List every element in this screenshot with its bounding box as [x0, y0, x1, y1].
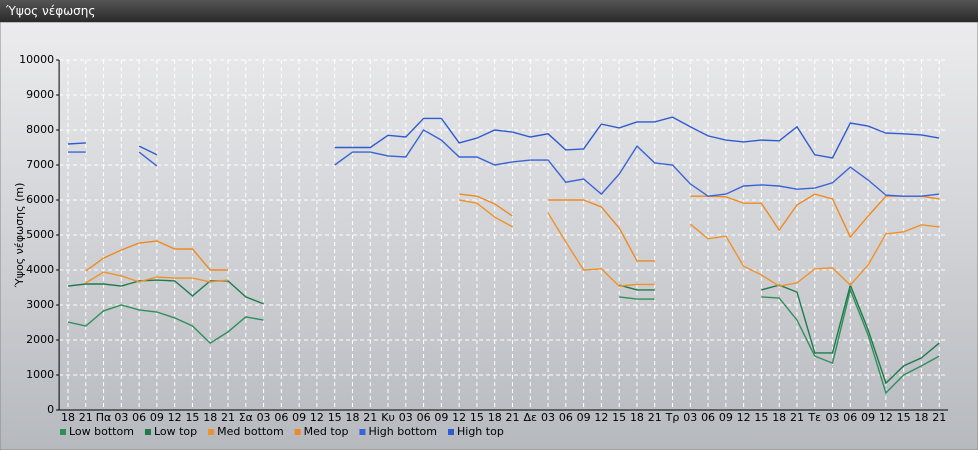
legend-label: Low top	[154, 425, 197, 438]
y-axis-label: Ύψος νέφωσης (m)	[13, 183, 26, 289]
legend-swatch	[208, 429, 215, 435]
legend-swatch	[359, 429, 366, 435]
x-tick-label: 03	[541, 411, 555, 424]
x-tick-label: 18	[61, 411, 75, 424]
legend-label: Med top	[304, 425, 349, 438]
legend-label: Med bottom	[217, 425, 284, 438]
x-tick-label: 18	[914, 411, 928, 424]
y-tick-label: 2000	[26, 333, 54, 346]
y-tick-label: 0	[47, 403, 54, 416]
x-tick-label: 06	[274, 411, 288, 424]
x-tick-label: Κυ	[381, 411, 395, 424]
legend-swatch	[294, 429, 301, 435]
x-tick-label: 12	[452, 411, 466, 424]
x-tick-label: 15	[612, 411, 626, 424]
x-tick-label: 21	[505, 411, 519, 424]
y-tick-label: 10000	[19, 53, 54, 66]
x-tick-label: 03	[399, 411, 413, 424]
x-tick-label: 09	[861, 411, 875, 424]
legend-label: High top	[457, 425, 504, 438]
x-tick-label: 12	[168, 411, 182, 424]
series-line	[85, 199, 940, 287]
legend-label: High bottom	[368, 425, 437, 438]
x-tick-label: 03	[683, 411, 697, 424]
y-tick-label: 9000	[26, 88, 54, 101]
x-tick-label: 18	[345, 411, 359, 424]
x-tick-label: 12	[879, 411, 893, 424]
x-tick-label: 09	[434, 411, 448, 424]
x-tick-label: 15	[470, 411, 484, 424]
x-tick-label: 09	[150, 411, 164, 424]
x-tick-label: 18	[772, 411, 786, 424]
x-tick-label: 03	[257, 411, 271, 424]
y-tick-label: 4000	[26, 263, 54, 276]
x-tick-label: 15	[185, 411, 199, 424]
window-title: Ύψος νέφωσης	[0, 0, 978, 22]
x-tick-label: Τρ	[665, 411, 680, 424]
legend-swatch	[60, 429, 66, 435]
legend-swatch	[144, 429, 151, 435]
y-tick-label: 6000	[26, 193, 54, 206]
x-tick-label: Σα	[239, 411, 253, 424]
series-line	[67, 287, 940, 395]
y-tick-label: 8000	[26, 123, 54, 136]
x-tick-label: 06	[132, 411, 146, 424]
x-tick-label: 06	[417, 411, 431, 424]
y-tick-label: 3000	[26, 298, 54, 311]
x-tick-label: 21	[648, 411, 662, 424]
x-tick-label: 03	[826, 411, 840, 424]
x-tick-label: 21	[363, 411, 377, 424]
x-tick-label: Δε	[524, 411, 538, 424]
x-tick-label: 12	[310, 411, 324, 424]
x-tick-label: 03	[114, 411, 128, 424]
x-tick-label: 12	[594, 411, 608, 424]
x-tick-label: 09	[577, 411, 591, 424]
x-tick-label: 21	[790, 411, 804, 424]
x-tick-label: 21	[932, 411, 946, 424]
x-tick-label: 18	[488, 411, 502, 424]
y-tick-label: 1000	[26, 368, 54, 381]
x-tick-label: 18	[203, 411, 217, 424]
y-tick-label: 5000	[26, 228, 54, 241]
series-line	[67, 116, 940, 159]
x-tick-label: 09	[292, 411, 306, 424]
x-tick-label: 15	[328, 411, 342, 424]
x-tick-label: 15	[897, 411, 911, 424]
series-line	[85, 193, 940, 272]
x-tick-label: Τε	[807, 411, 821, 424]
x-tick-label: 21	[221, 411, 235, 424]
chart: Ύψος νέφωσης (m) 0 1000 2000 3000 4000 5000 60…	[0, 22, 978, 450]
x-tick-label: 06	[559, 411, 573, 424]
panel	[0, 22, 978, 450]
x-tick-label: 06	[701, 411, 715, 424]
x-tick-label: 06	[843, 411, 857, 424]
x-tick-label: Πα	[96, 411, 112, 424]
series-line	[68, 129, 940, 197]
x-tick-label: 15	[754, 411, 768, 424]
legend-swatch	[448, 429, 454, 435]
x-tick-label: 12	[737, 411, 751, 424]
x-tick-label: 21	[79, 411, 93, 424]
legend-label: Low bottom	[69, 425, 134, 438]
x-tick-label: 09	[719, 411, 733, 424]
y-tick-label: 7000	[26, 158, 54, 171]
x-tick-label: 18	[630, 411, 644, 424]
